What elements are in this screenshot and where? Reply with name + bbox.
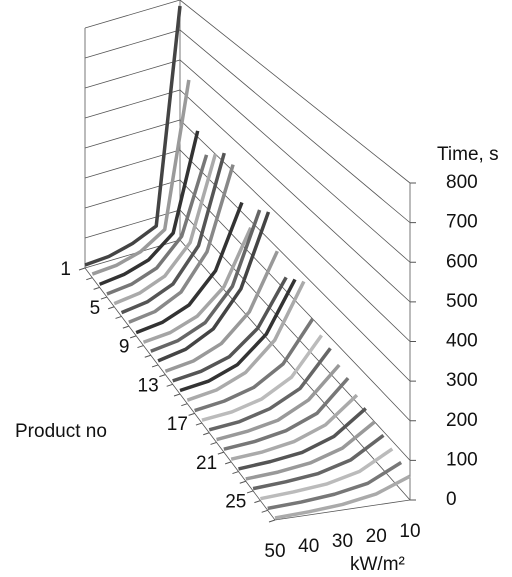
z-tick: [115, 315, 122, 319]
z-axis-title: Product no: [15, 421, 107, 442]
series-line: [201, 334, 323, 422]
series-line: [194, 317, 315, 413]
z-tick: [224, 461, 232, 465]
z-tick-label: 25: [225, 492, 246, 513]
grid-line: [84, 0, 411, 184]
y-axis-title: Time, s: [437, 144, 499, 165]
series-line: [113, 153, 218, 306]
x-tick-label: 40: [298, 536, 319, 557]
grid-line: [84, 179, 411, 422]
z-tick: [246, 490, 254, 494]
series-line: [106, 154, 209, 296]
series-line: [179, 278, 297, 393]
series-line: [150, 209, 262, 353]
z-tick: [137, 345, 144, 349]
series-line: [164, 250, 279, 373]
z-tick: [144, 354, 151, 358]
z-tick: [232, 471, 239, 475]
z-tick: [166, 383, 173, 387]
x-tick-label: 50: [264, 541, 285, 562]
z-tick: [181, 403, 188, 407]
series-line: [216, 363, 341, 442]
series-line: [245, 420, 376, 481]
z-tick: [210, 441, 217, 445]
z-tick-label: 9: [119, 337, 130, 358]
z-tick: [261, 509, 268, 513]
y-tick-label: 200: [446, 410, 478, 431]
series-line: [260, 447, 394, 501]
series-line: [135, 201, 244, 335]
series-line: [267, 461, 403, 511]
z-tick: [217, 451, 225, 455]
series-line: [157, 211, 271, 363]
z-tick: [173, 393, 181, 397]
series-line: [230, 393, 359, 461]
z-tick: [239, 480, 246, 484]
series-line: [223, 376, 350, 451]
z-tick-label: 1: [60, 259, 71, 280]
series-line: [172, 276, 288, 383]
z-tick: [195, 422, 203, 426]
y-tick-label: 400: [446, 331, 478, 352]
z-tick-label: 13: [138, 375, 159, 396]
series-line: [120, 152, 226, 315]
y-tick-label: 800: [446, 172, 478, 193]
y-tick-label: 100: [446, 449, 478, 470]
y-tick-label: 700: [446, 212, 478, 233]
y-tick-label: 500: [446, 291, 478, 312]
z-tick: [86, 277, 93, 281]
series-line: [91, 79, 191, 276]
z-tick-label: 17: [167, 414, 188, 435]
x-tick-label: 30: [332, 531, 353, 552]
z-tick: [159, 374, 166, 378]
z-tick-label: 5: [90, 298, 101, 319]
z-tick: [188, 412, 195, 416]
series-line: [128, 164, 235, 324]
series-line: [252, 433, 385, 491]
series-line: [274, 474, 411, 520]
z-tick-label: 21: [196, 453, 217, 474]
z-tick: [203, 432, 210, 436]
series-line: [98, 130, 200, 286]
z-tick: [100, 296, 108, 300]
series-line: [238, 407, 367, 471]
x-axis-title: kW/m²: [350, 554, 405, 575]
series-line: [84, 5, 182, 267]
z-tick: [151, 364, 159, 368]
series-line: [208, 347, 332, 432]
x-tick-label: 20: [366, 526, 387, 547]
series-line: [186, 280, 306, 402]
z-tick: [268, 519, 276, 523]
z-tick: [129, 335, 137, 339]
z-tick: [93, 286, 100, 290]
z-tick: [108, 306, 115, 310]
z-tick: [254, 500, 261, 504]
x-tick-label: 10: [399, 521, 420, 542]
z-tick: [78, 267, 86, 271]
y-tick-label: 0: [446, 489, 457, 510]
series-line: [142, 226, 253, 344]
z-tick: [122, 325, 130, 329]
y-tick-label: 600: [446, 251, 478, 272]
y-tick-label: 300: [446, 370, 478, 391]
